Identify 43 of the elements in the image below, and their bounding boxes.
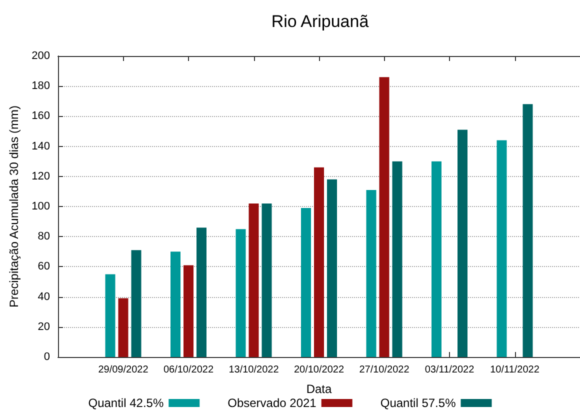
x-tick-label: 10/11/2022 — [490, 364, 540, 376]
bar — [392, 161, 402, 357]
bar — [458, 130, 468, 357]
x-tick-label: 29/09/2022 — [98, 364, 149, 376]
x-tick-label: 20/10/2022 — [294, 364, 344, 376]
x-axis-title: Data — [306, 382, 332, 396]
y-tick-label: 200 — [32, 50, 50, 62]
bar — [496, 140, 507, 357]
bar — [236, 229, 246, 357]
y-tick-label: 80 — [38, 230, 50, 243]
bar — [105, 274, 116, 357]
bar — [118, 298, 128, 357]
chart-title: Rio Aripuanã — [271, 12, 370, 31]
bar — [184, 265, 194, 357]
bar — [248, 203, 259, 357]
bar — [196, 228, 206, 357]
y-tick-label: 0 — [44, 351, 50, 363]
bar — [301, 208, 311, 357]
bar — [131, 250, 142, 357]
bar — [432, 161, 442, 357]
y-tick-label: 20 — [38, 320, 50, 333]
y-tick-label: 40 — [38, 290, 50, 303]
y-tick-label: 100 — [32, 200, 50, 212]
legend-label: Quantil 57.5% — [380, 396, 456, 410]
bar — [314, 167, 324, 357]
bar — [170, 252, 180, 357]
x-tick-label: 03/11/2022 — [424, 364, 475, 376]
x-tick-label: 13/10/2022 — [228, 364, 280, 376]
y-tick-label: 180 — [32, 80, 50, 92]
legend-label: Quantil 42.5% — [88, 396, 164, 410]
y-tick-label: 60 — [38, 260, 50, 273]
bar — [366, 190, 376, 357]
bar — [522, 104, 533, 357]
bar — [379, 77, 390, 357]
legend-label: Observado 2021 — [228, 396, 317, 410]
y-tick-label: 160 — [32, 110, 50, 122]
y-tick-label: 120 — [32, 170, 50, 182]
x-tick-label: 06/10/2022 — [163, 364, 214, 376]
y-tick-label: 140 — [32, 140, 50, 152]
y-axis-title: Precipitação Acumulada 30 dias (mm) — [7, 105, 21, 308]
bar — [262, 203, 272, 357]
x-tick-label: 27/10/2022 — [359, 364, 410, 376]
bar — [327, 179, 337, 357]
